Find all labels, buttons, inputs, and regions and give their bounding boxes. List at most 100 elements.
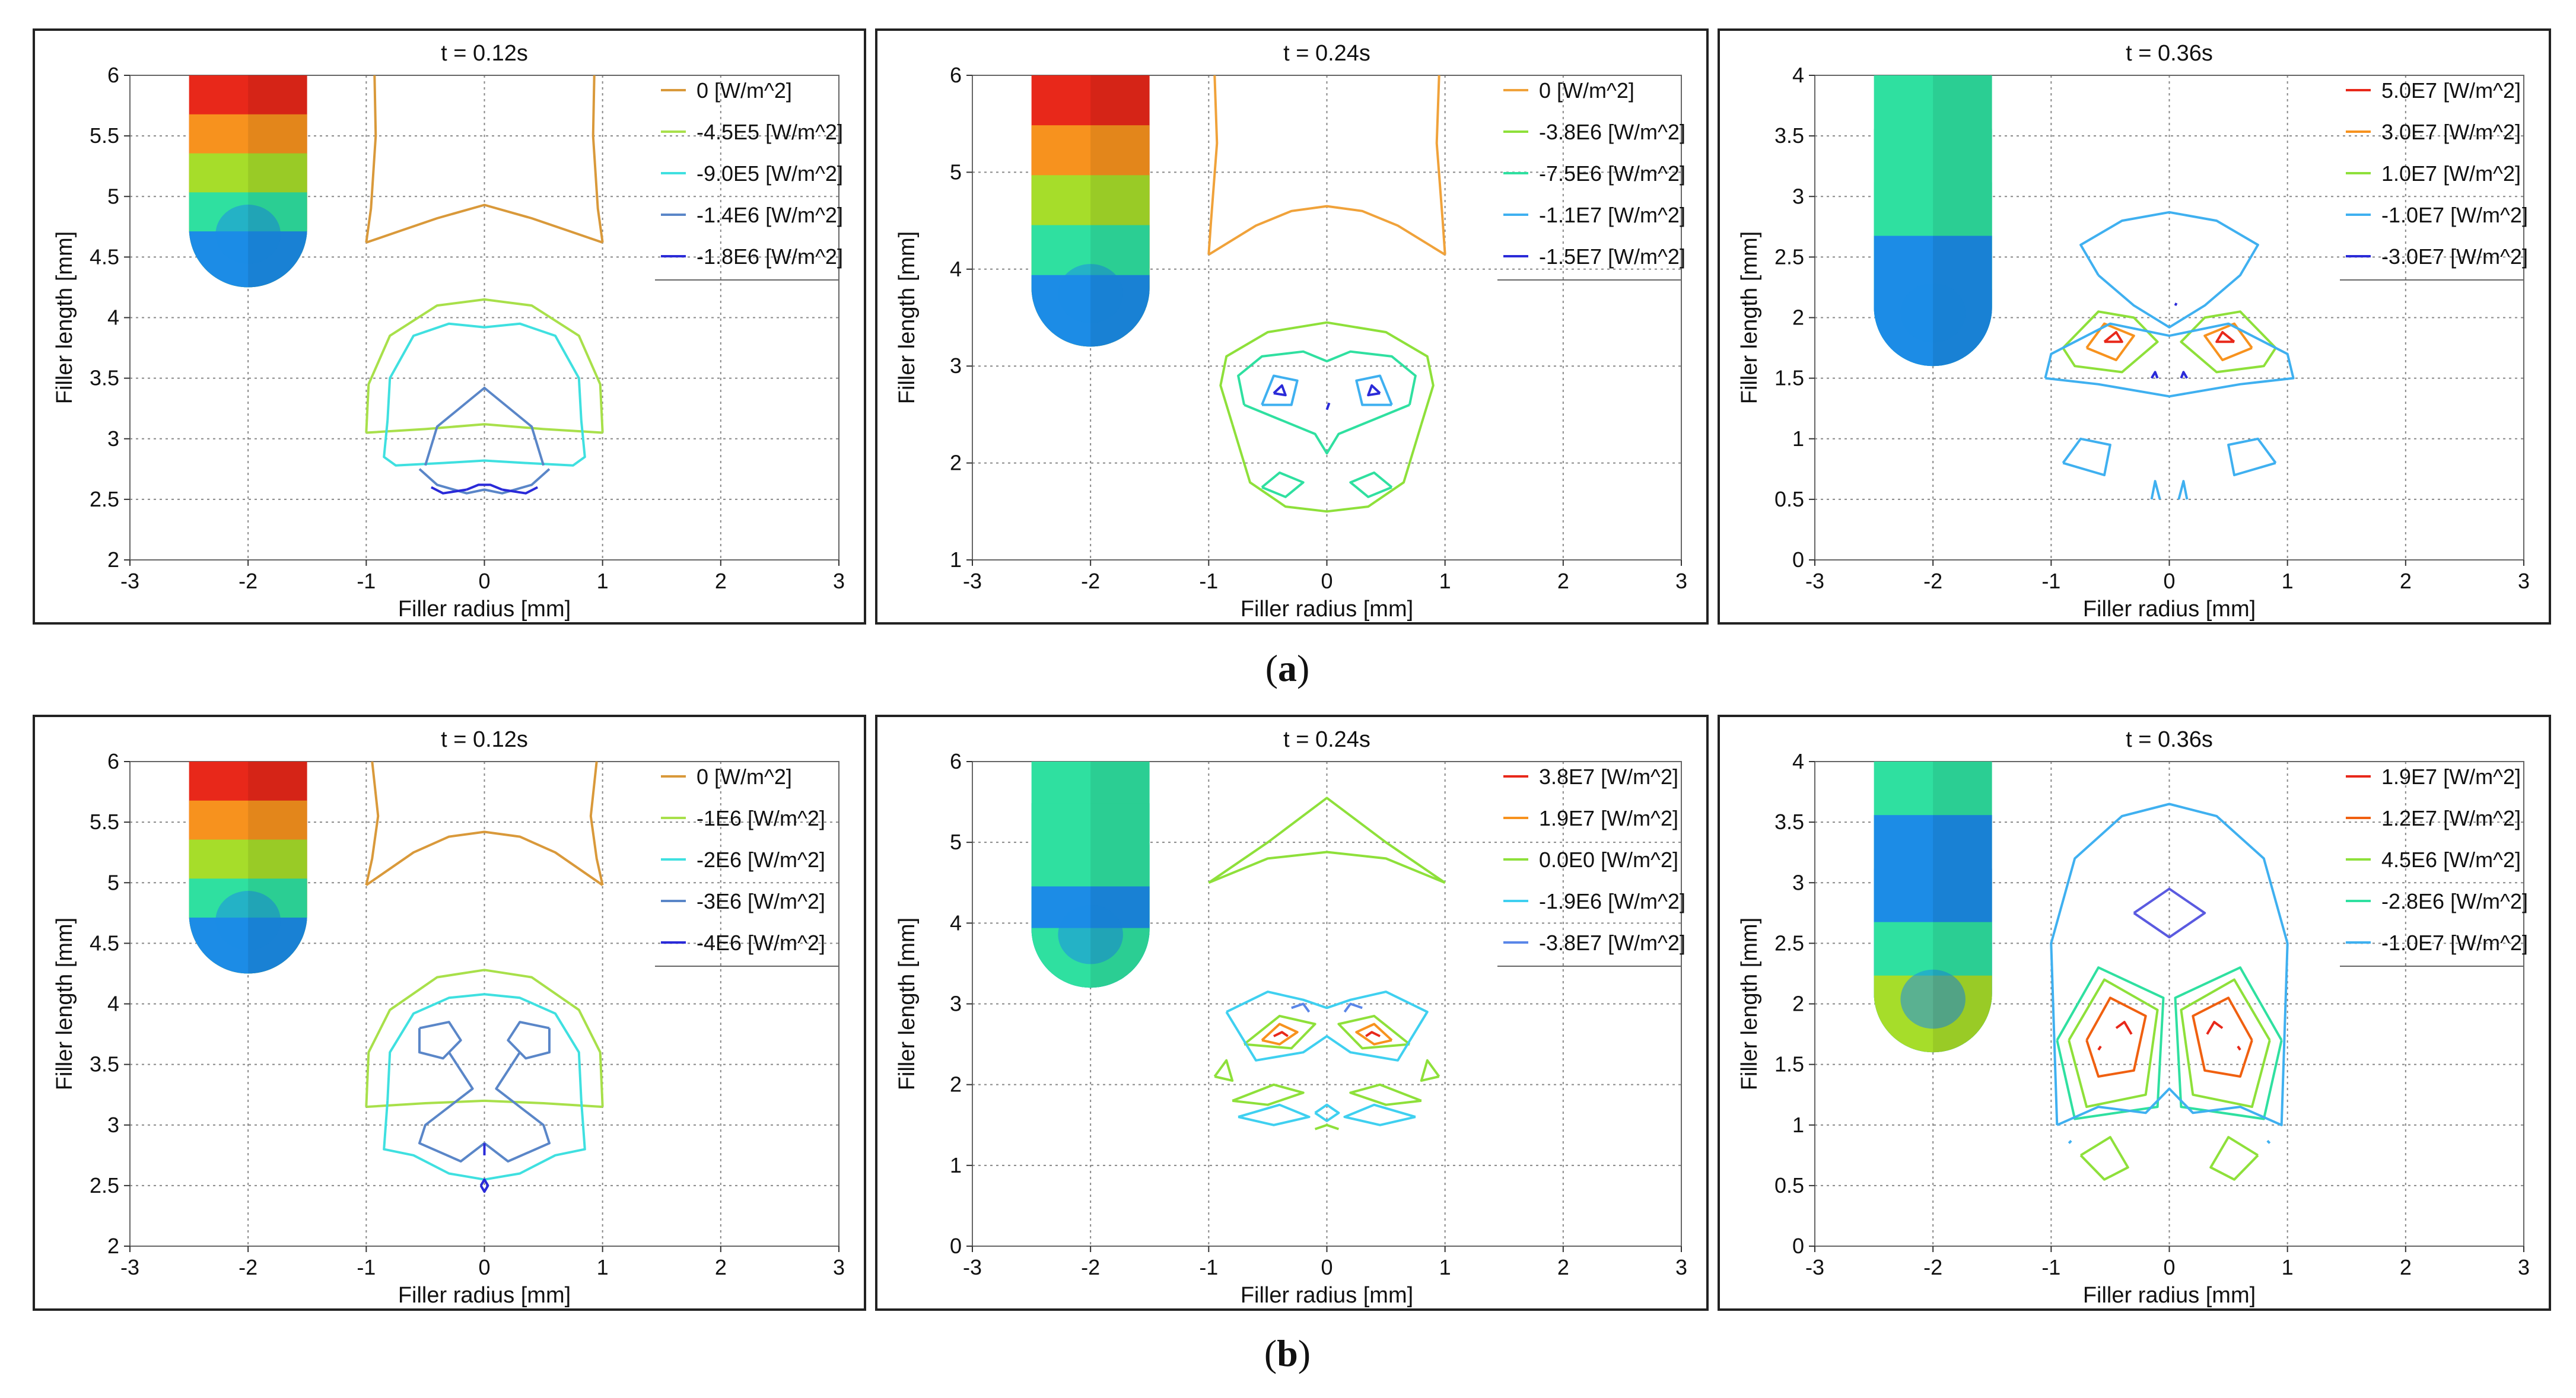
- contour-line: [2097, 1045, 2102, 1051]
- contour-line: [1208, 205, 1446, 256]
- contour-line: [2150, 480, 2161, 500]
- filler-shade: [248, 75, 307, 288]
- contour-line: [2050, 803, 2289, 1126]
- contour-line: [365, 761, 380, 886]
- contour-line: [2206, 1021, 2224, 1035]
- contour-line: [589, 761, 604, 886]
- contour-line: [386, 993, 583, 1101]
- x-tick-label: -1: [357, 1255, 376, 1279]
- contour-line: [1237, 350, 1417, 405]
- x-tick-label: 1: [1439, 569, 1451, 593]
- chart-panel-b-t036: t = 0.36s -3 -2 -1 0 1 2 3 0 0.5 1 1.5 2 2.5 3 3.5 4 Fill…: [1718, 715, 2551, 1311]
- y-tick-label: 1.5: [1774, 1052, 1804, 1077]
- x-axis-label: Filler radius [mm]: [2083, 1283, 2256, 1308]
- y-tick-label: 4: [950, 257, 962, 281]
- contour-line: [2085, 322, 2135, 361]
- y-tick-label: 3: [1792, 184, 1804, 208]
- contour-line: [1208, 797, 1446, 884]
- contour-line: [1435, 75, 1446, 255]
- x-tick-label: -1: [2041, 569, 2060, 593]
- filler-core: [1900, 283, 1966, 343]
- legend-label: -1.1E7 [W/m^2]: [1539, 203, 1685, 227]
- chart-svg: t = 0.24s -3 -2 -1 0 1 2 3 1 2 3 4 5 6 Filler radius […: [895, 41, 1687, 622]
- contour-line: [430, 486, 467, 495]
- x-tick-label: -3: [1805, 1255, 1824, 1279]
- contour-line: [2180, 310, 2277, 374]
- x-tick-label: -3: [120, 1255, 139, 1279]
- filler-core: [1058, 264, 1123, 323]
- chart-title: t = 0.12s: [441, 41, 528, 66]
- contour-line: [1231, 423, 1423, 513]
- series-group: [365, 761, 604, 1193]
- y-tick-label: 1.5: [1774, 366, 1804, 390]
- contour-line: [1213, 1059, 1234, 1082]
- contour-line: [1291, 1002, 1311, 1013]
- contour-line: [2227, 437, 2277, 476]
- chart-title: t = 0.12s: [441, 727, 528, 752]
- legend-label: -3.8E7 [W/m^2]: [1539, 931, 1685, 955]
- y-axis-label: Filler length [mm]: [1737, 231, 1762, 404]
- contour-line: [366, 423, 603, 434]
- filler-core: [1900, 969, 1966, 1029]
- legend-label: -3.0E7 [W/m^2]: [2381, 244, 2528, 269]
- series-group: [1208, 797, 1446, 1130]
- contour-line: [2237, 1045, 2241, 1051]
- y-axis-label: Filler length [mm]: [1737, 918, 1762, 1090]
- contour-line: [1337, 1014, 1411, 1050]
- contour-line: [2177, 480, 2189, 500]
- y-tick-label: 0: [1792, 1234, 1804, 1258]
- legend-label: -7.5E6 [W/m^2]: [1539, 161, 1685, 186]
- contour-line: [418, 1021, 462, 1060]
- contour-line: [365, 75, 377, 243]
- contour-line: [1343, 1002, 1363, 1013]
- legend-label: 1.9E7 [W/m^2]: [1539, 806, 1678, 830]
- y-axis-label: Filler length [mm]: [895, 918, 920, 1090]
- y-tick-label: 5: [107, 184, 119, 208]
- x-tick-label: 1: [597, 569, 609, 593]
- legend-label: -2.8E6 [W/m^2]: [2381, 889, 2528, 913]
- contour-line: [2215, 331, 2235, 343]
- x-tick-label: -1: [357, 569, 376, 593]
- contour-line: [2103, 331, 2123, 343]
- y-tick-label: 6: [950, 63, 962, 87]
- legend-label: -3E6 [W/m^2]: [697, 889, 825, 913]
- legend: 0 [W/m^2] -3.8E6 [W/m^2] -7.5E6 [W/m^2] -1.…: [1497, 78, 1685, 281]
- contour-line: [2068, 978, 2159, 1109]
- filler-rod: [1874, 762, 1992, 1053]
- contour-line: [2115, 1021, 2133, 1035]
- y-tick-label: 4: [107, 305, 119, 330]
- y-tick-label: 6: [950, 749, 962, 773]
- y-tick-label: 4: [1792, 749, 1804, 773]
- series-group: [2044, 211, 2295, 500]
- chart-title: t = 0.24s: [1283, 41, 1370, 66]
- y-tick-label: 4: [107, 992, 119, 1016]
- y-tick-label: 3: [950, 354, 962, 378]
- x-tick-label: -2: [1081, 1255, 1100, 1279]
- y-tick-label: 4.5: [90, 244, 119, 269]
- contour-line: [2180, 978, 2271, 1109]
- y-tick-label: 5: [950, 830, 962, 854]
- y-tick-label: 2: [1792, 992, 1804, 1016]
- contour-line: [2079, 1136, 2129, 1181]
- y-axis-label: Filler length [mm]: [52, 918, 77, 1090]
- x-tick-label: 0: [1321, 1255, 1332, 1279]
- legend-label: -4.5E5 [W/m^2]: [697, 120, 843, 144]
- chart-title: t = 0.24s: [1283, 727, 1370, 752]
- contour-line: [1225, 991, 1429, 1062]
- contour-line: [1314, 1103, 1340, 1122]
- y-tick-label: 5: [107, 870, 119, 894]
- y-tick-label: 4: [950, 910, 962, 935]
- caption-a: (a): [1265, 647, 1310, 689]
- filler-rod: [189, 75, 307, 288]
- filler-shade: [1933, 75, 1992, 367]
- contour-line: [1325, 402, 1331, 410]
- contour-line: [2209, 1136, 2259, 1181]
- x-tick-label: 3: [833, 1255, 845, 1279]
- y-tick-label: 2: [107, 547, 119, 572]
- contour-line: [1420, 1059, 1440, 1082]
- contour-line: [479, 1178, 489, 1193]
- legend-label: 4.5E6 [W/m^2]: [2381, 848, 2521, 872]
- contour-line: [1261, 471, 1305, 498]
- filler-rod: [1031, 75, 1150, 347]
- x-tick-label: 0: [2163, 569, 2175, 593]
